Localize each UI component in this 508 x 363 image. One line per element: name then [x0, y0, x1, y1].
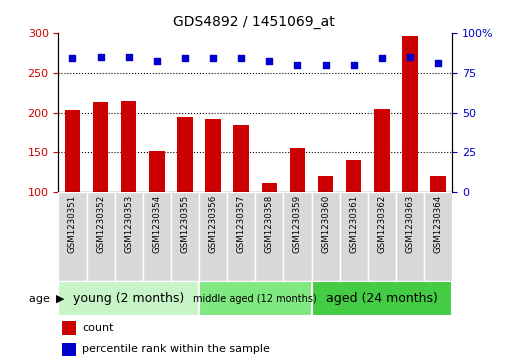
Text: GSM1230351: GSM1230351 [68, 195, 77, 253]
Bar [424, 192, 452, 281]
Text: aged (24 months): aged (24 months) [326, 292, 438, 305]
Text: GSM1230364: GSM1230364 [433, 195, 442, 253]
Point [124, 54, 133, 60]
Bar [149, 151, 165, 192]
Text: GSM1230354: GSM1230354 [152, 195, 162, 253]
Point [153, 58, 161, 64]
Bar [430, 176, 446, 192]
Point [209, 55, 217, 61]
Text: percentile rank within the sample: percentile rank within the sample [82, 344, 270, 354]
Text: GSM1230362: GSM1230362 [377, 195, 386, 253]
Bar [121, 101, 137, 192]
Bar [58, 192, 86, 281]
Bar [227, 192, 255, 281]
Text: ▶: ▶ [56, 294, 65, 303]
Bar [234, 125, 249, 192]
Bar [171, 192, 199, 281]
Text: GSM1230358: GSM1230358 [265, 195, 274, 253]
Text: middle aged (12 months): middle aged (12 months) [194, 294, 317, 303]
Bar [402, 36, 418, 192]
Bar [340, 192, 368, 281]
Text: GSM1230356: GSM1230356 [209, 195, 217, 253]
Point [406, 54, 414, 60]
Point [350, 62, 358, 68]
Bar [143, 192, 171, 281]
Text: GSM1230357: GSM1230357 [237, 195, 246, 253]
Bar [199, 281, 311, 316]
Point [322, 62, 330, 68]
Point [237, 55, 245, 61]
Point [434, 60, 442, 66]
Text: GSM1230352: GSM1230352 [96, 195, 105, 253]
Bar [93, 102, 108, 192]
Bar [65, 110, 80, 192]
Text: GDS4892 / 1451069_at: GDS4892 / 1451069_at [173, 15, 335, 29]
Text: count: count [82, 323, 114, 333]
Point [69, 55, 77, 61]
Bar [368, 192, 396, 281]
Bar [318, 176, 333, 192]
Bar [199, 192, 227, 281]
Point [378, 55, 386, 61]
Text: GSM1230361: GSM1230361 [349, 195, 358, 253]
Text: young (2 months): young (2 months) [73, 292, 184, 305]
Text: GSM1230359: GSM1230359 [293, 195, 302, 253]
Bar [86, 192, 115, 281]
Point [294, 62, 302, 68]
Text: GSM1230360: GSM1230360 [321, 195, 330, 253]
Bar [374, 109, 390, 192]
Bar [177, 117, 193, 192]
Point [181, 55, 189, 61]
Point [265, 58, 273, 64]
Bar [62, 343, 76, 356]
Text: age: age [29, 294, 53, 303]
Bar [115, 192, 143, 281]
Point [97, 54, 105, 60]
Bar [255, 192, 283, 281]
Bar [205, 119, 221, 192]
Bar [290, 148, 305, 192]
Bar [396, 192, 424, 281]
Text: GSM1230353: GSM1230353 [124, 195, 133, 253]
Bar [346, 160, 361, 192]
Text: GSM1230355: GSM1230355 [180, 195, 189, 253]
Text: GSM1230363: GSM1230363 [405, 195, 415, 253]
Bar [311, 192, 340, 281]
Bar [262, 183, 277, 192]
Bar [311, 281, 452, 316]
Bar [58, 281, 199, 316]
Bar [62, 322, 76, 335]
Bar [283, 192, 311, 281]
